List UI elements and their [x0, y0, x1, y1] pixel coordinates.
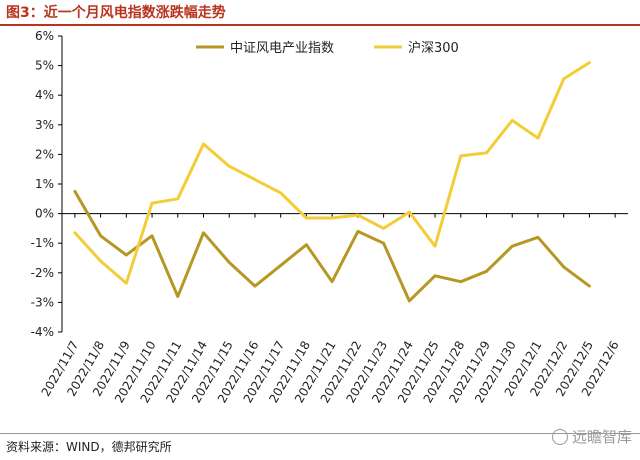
line-chart: -4%-3%-2%-1%0%1%2%3%4%5%6%2022/11/72022/…	[31, 29, 628, 405]
source-note: 资料来源：WIND，德邦研究所	[6, 440, 172, 454]
y-tick-label: -1%	[31, 236, 54, 250]
chart-lines	[73, 61, 591, 303]
y-tick-label: 6%	[35, 29, 54, 43]
chart-legend: 中证风电产业指数 沪深300	[196, 40, 459, 56]
y-tick-label: 2%	[35, 147, 54, 161]
series-line-1	[73, 189, 591, 303]
watermark-logo-icon	[551, 428, 568, 445]
y-tick-label: -3%	[31, 295, 54, 309]
y-tick-label: 4%	[35, 88, 54, 102]
legend-label-1: 中证风电产业指数	[230, 41, 334, 56]
y-tick-label: -4%	[31, 325, 54, 339]
watermark: 远瞻智库	[551, 426, 632, 447]
series-line-2	[73, 61, 591, 285]
footer-divider	[0, 433, 640, 434]
y-tick-label: -2%	[31, 266, 54, 280]
y-tick-label: 0%	[35, 207, 54, 221]
y-tick-label: 5%	[35, 59, 54, 73]
y-tick-label: 3%	[35, 118, 54, 132]
y-tick-label: 1%	[35, 177, 54, 191]
watermark-text: 远瞻智库	[571, 428, 632, 446]
legend-label-2: 沪深300	[408, 40, 459, 56]
figure-title: 图3：近一个月风电指数涨跌幅走势	[6, 5, 226, 21]
title-divider	[0, 24, 640, 26]
